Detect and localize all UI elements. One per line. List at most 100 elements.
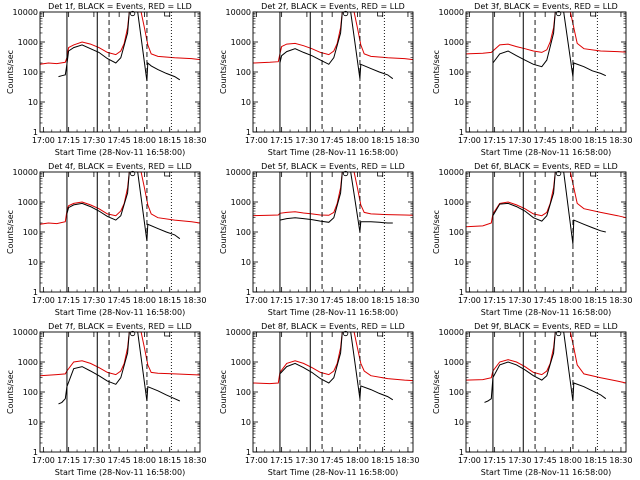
chart-det9f: Det 9f, BLACK = Events, RED = LLD Counts/…	[432, 322, 632, 477]
series-line-events	[58, 331, 181, 405]
chart-title: Det 8f, BLACK = Events, RED = LLD	[261, 322, 405, 331]
y-tick-label: 10	[454, 258, 464, 267]
y-tick-label: 1000	[444, 38, 464, 47]
y-tick-label: 100	[449, 68, 464, 77]
x-axis-label: Start Time (28-Nov-11 16:58:00)	[481, 468, 611, 477]
y-tick-label: 10000	[13, 8, 38, 17]
chart-det7f: Det 7f, BLACK = Events, RED = LLD Counts/…	[6, 322, 206, 477]
series-line-events	[279, 11, 394, 80]
x-tick-label: 17:45	[321, 456, 344, 465]
series-line-events	[58, 11, 181, 82]
x-tick-label: 18:30	[609, 136, 632, 145]
interval-marker-bracket	[590, 12, 596, 17]
y-tick-label: 1	[459, 128, 464, 137]
x-tick-label: 18:00	[559, 296, 582, 305]
chart-det1f: Det 1f, BLACK = Events, RED = LLD Counts/…	[6, 2, 206, 157]
series-line-events	[492, 11, 607, 77]
peak-marker-circle	[556, 330, 562, 337]
x-tick-label: 18:15	[584, 136, 607, 145]
x-tick-label: 18:00	[133, 296, 156, 305]
y-axis-label: Counts/sec	[432, 210, 441, 254]
chart-title: Det 6f, BLACK = Events, RED = LLD	[474, 162, 618, 171]
y-tick-label: 10	[28, 98, 38, 107]
x-tick-label: 17:15	[483, 136, 506, 145]
plot-frame	[465, 331, 627, 453]
x-tick-label: 17:15	[270, 136, 293, 145]
x-tick-label: 17:30	[82, 136, 105, 145]
x-tick-label: 18:00	[346, 296, 369, 305]
x-tick-label: 17:30	[295, 296, 318, 305]
x-axis-label: Start Time (28-Nov-11 16:58:00)	[268, 308, 398, 317]
y-tick-label: 100	[236, 228, 251, 237]
x-tick-label: 18:00	[133, 456, 156, 465]
y-tick-label: 10000	[439, 8, 464, 17]
series-line-events	[484, 331, 607, 403]
y-tick-label: 10	[454, 98, 464, 107]
chart-det2f: Det 2f, BLACK = Events, RED = LLD Counts/…	[219, 2, 419, 157]
series-line-lld	[252, 171, 414, 217]
x-tick-label: 18:15	[584, 296, 607, 305]
y-axis-label: Counts/sec	[219, 50, 228, 94]
x-tick-label: 18:15	[371, 136, 394, 145]
x-axis-label: Start Time (28-Nov-11 16:58:00)	[481, 148, 611, 157]
x-tick-label: 17:30	[295, 456, 318, 465]
peak-marker-circle	[556, 170, 562, 177]
y-tick-label: 1	[33, 288, 38, 297]
x-tick-label: 17:15	[57, 296, 80, 305]
x-tick-label: 17:30	[295, 136, 318, 145]
x-tick-label: 18:15	[158, 456, 181, 465]
y-axis-label: Counts/sec	[6, 50, 15, 94]
peak-marker-circle	[343, 330, 349, 337]
x-tick-label: 17:45	[108, 136, 131, 145]
x-tick-label: 17:45	[534, 296, 557, 305]
chart-title: Det 9f, BLACK = Events, RED = LLD	[474, 322, 618, 331]
x-tick-label: 18:30	[396, 136, 419, 145]
plot-panel-det5f: Det 5f, BLACK = Events, RED = LLD Counts/…	[213, 160, 426, 320]
x-axis-label: Start Time (28-Nov-11 16:58:00)	[55, 148, 185, 157]
x-tick-label: 17:00	[245, 456, 268, 465]
plot-frame	[465, 171, 627, 293]
chart-det8f: Det 8f, BLACK = Events, RED = LLD Counts/…	[219, 322, 419, 477]
y-axis-label: Counts/sec	[6, 370, 15, 414]
peak-marker-circle	[556, 10, 562, 17]
x-tick-label: 17:30	[82, 456, 105, 465]
y-tick-label: 1	[246, 128, 251, 137]
peak-marker-circle	[130, 10, 136, 17]
interval-marker-bracket	[164, 332, 170, 337]
interval-marker-bracket	[164, 12, 170, 17]
x-tick-label: 17:30	[508, 296, 531, 305]
x-tick-label: 17:30	[508, 136, 531, 145]
x-tick-label: 17:00	[458, 296, 481, 305]
y-tick-label: 10000	[439, 328, 464, 337]
plot-panel-det8f: Det 8f, BLACK = Events, RED = LLD Counts/…	[213, 320, 426, 480]
interval-marker-bracket	[377, 172, 383, 177]
y-tick-label: 1000	[444, 198, 464, 207]
x-axis-label: Start Time (28-Nov-11 16:58:00)	[55, 468, 185, 477]
plot-panel-det2f: Det 2f, BLACK = Events, RED = LLD Counts/…	[213, 0, 426, 160]
y-tick-label: 1	[459, 448, 464, 457]
x-tick-label: 17:30	[82, 296, 105, 305]
y-axis-label: Counts/sec	[219, 370, 228, 414]
interval-marker-bracket	[590, 332, 596, 337]
series-line-events	[492, 171, 606, 244]
y-tick-label: 10000	[439, 168, 464, 177]
x-tick-label: 17:00	[245, 296, 268, 305]
y-tick-label: 1000	[444, 358, 464, 367]
x-tick-label: 17:15	[57, 136, 80, 145]
x-tick-label: 17:15	[270, 296, 293, 305]
y-tick-label: 1	[459, 288, 464, 297]
x-tick-label: 17:15	[270, 456, 293, 465]
x-tick-label: 18:30	[183, 456, 206, 465]
chart-title: Det 4f, BLACK = Events, RED = LLD	[48, 162, 192, 171]
x-axis-label: Start Time (28-Nov-11 16:58:00)	[55, 308, 185, 317]
x-tick-label: 18:00	[346, 456, 369, 465]
series-line-events	[279, 171, 393, 233]
x-tick-label: 18:30	[183, 136, 206, 145]
x-axis-label: Start Time (28-Nov-11 16:58:00)	[481, 308, 611, 317]
peak-marker-circle	[130, 330, 136, 337]
x-tick-label: 18:00	[346, 136, 369, 145]
x-tick-label: 18:30	[183, 296, 206, 305]
y-tick-label: 10000	[226, 168, 251, 177]
series-line-events	[279, 331, 394, 401]
chart-title: Det 3f, BLACK = Events, RED = LLD	[474, 2, 618, 11]
